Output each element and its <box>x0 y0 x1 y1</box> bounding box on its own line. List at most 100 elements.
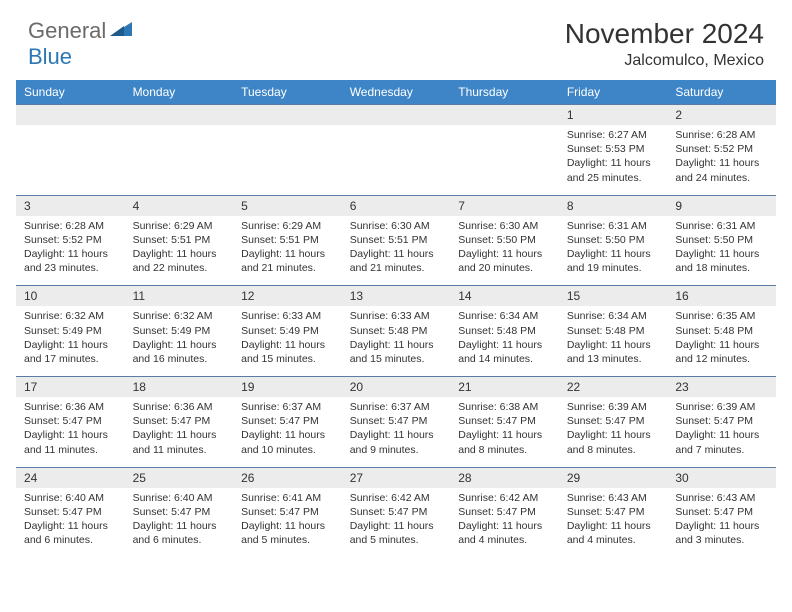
day-cell: Sunrise: 6:30 AMSunset: 5:50 PMDaylight:… <box>450 216 559 286</box>
day-cell: Sunrise: 6:36 AMSunset: 5:47 PMDaylight:… <box>16 397 125 467</box>
sunrise-text: Sunrise: 6:39 AM <box>675 400 768 414</box>
sunrise-text: Sunrise: 6:32 AM <box>133 309 226 323</box>
day-number: 8 <box>559 195 668 216</box>
sunset-text: Sunset: 5:47 PM <box>567 505 660 519</box>
daylight-text: Daylight: 11 hours and 18 minutes. <box>675 247 768 275</box>
day-number <box>125 105 234 126</box>
sunrise-text: Sunrise: 6:36 AM <box>133 400 226 414</box>
daylight-text: Daylight: 11 hours and 15 minutes. <box>350 338 443 366</box>
day-number: 11 <box>125 286 234 307</box>
day-cell <box>450 125 559 195</box>
daylight-text: Daylight: 11 hours and 9 minutes. <box>350 428 443 456</box>
brand-triangle-icon <box>110 20 132 43</box>
sunrise-text: Sunrise: 6:34 AM <box>567 309 660 323</box>
day-number <box>233 105 342 126</box>
sunrise-text: Sunrise: 6:32 AM <box>24 309 117 323</box>
daylight-text: Daylight: 11 hours and 5 minutes. <box>350 519 443 547</box>
day-number: 24 <box>16 467 125 488</box>
daylight-text: Daylight: 11 hours and 19 minutes. <box>567 247 660 275</box>
sunset-text: Sunset: 5:47 PM <box>675 505 768 519</box>
day-number: 17 <box>16 377 125 398</box>
page-header: General November 2024 Jalcomulco, Mexico <box>0 0 792 80</box>
day-number: 28 <box>450 467 559 488</box>
daylight-text: Daylight: 11 hours and 4 minutes. <box>567 519 660 547</box>
sunset-text: Sunset: 5:47 PM <box>567 414 660 428</box>
weekday-header: Wednesday <box>342 80 451 105</box>
day-cell: Sunrise: 6:40 AMSunset: 5:47 PMDaylight:… <box>16 488 125 558</box>
weekday-header: Sunday <box>16 80 125 105</box>
daynum-row: 10111213141516 <box>16 286 776 307</box>
day-cell: Sunrise: 6:41 AMSunset: 5:47 PMDaylight:… <box>233 488 342 558</box>
day-number <box>450 105 559 126</box>
sunset-text: Sunset: 5:47 PM <box>675 414 768 428</box>
day-number: 21 <box>450 377 559 398</box>
location-label: Jalcomulco, Mexico <box>565 52 764 70</box>
day-number: 6 <box>342 195 451 216</box>
sunset-text: Sunset: 5:52 PM <box>24 233 117 247</box>
day-cell: Sunrise: 6:39 AMSunset: 5:47 PMDaylight:… <box>559 397 668 467</box>
day-cell: Sunrise: 6:42 AMSunset: 5:47 PMDaylight:… <box>450 488 559 558</box>
sunset-text: Sunset: 5:51 PM <box>133 233 226 247</box>
detail-row: Sunrise: 6:40 AMSunset: 5:47 PMDaylight:… <box>16 488 776 558</box>
sunset-text: Sunset: 5:48 PM <box>458 324 551 338</box>
sunrise-text: Sunrise: 6:33 AM <box>350 309 443 323</box>
sunset-text: Sunset: 5:53 PM <box>567 142 660 156</box>
day-number: 30 <box>667 467 776 488</box>
weekday-header-row: Sunday Monday Tuesday Wednesday Thursday… <box>16 80 776 105</box>
day-number: 15 <box>559 286 668 307</box>
calendar-table: Sunday Monday Tuesday Wednesday Thursday… <box>16 80 776 557</box>
day-number: 25 <box>125 467 234 488</box>
sunrise-text: Sunrise: 6:33 AM <box>241 309 334 323</box>
sunset-text: Sunset: 5:50 PM <box>675 233 768 247</box>
sunrise-text: Sunrise: 6:35 AM <box>675 309 768 323</box>
day-cell: Sunrise: 6:28 AMSunset: 5:52 PMDaylight:… <box>667 125 776 195</box>
day-cell: Sunrise: 6:38 AMSunset: 5:47 PMDaylight:… <box>450 397 559 467</box>
sunrise-text: Sunrise: 6:40 AM <box>133 491 226 505</box>
sunset-text: Sunset: 5:47 PM <box>458 414 551 428</box>
day-number: 14 <box>450 286 559 307</box>
sunrise-text: Sunrise: 6:30 AM <box>458 219 551 233</box>
day-number: 22 <box>559 377 668 398</box>
day-cell: Sunrise: 6:34 AMSunset: 5:48 PMDaylight:… <box>559 306 668 376</box>
sunrise-text: Sunrise: 6:39 AM <box>567 400 660 414</box>
sunset-text: Sunset: 5:52 PM <box>675 142 768 156</box>
daylight-text: Daylight: 11 hours and 6 minutes. <box>133 519 226 547</box>
day-cell: Sunrise: 6:37 AMSunset: 5:47 PMDaylight:… <box>233 397 342 467</box>
brand-text-general: General <box>28 18 106 44</box>
day-cell: Sunrise: 6:33 AMSunset: 5:49 PMDaylight:… <box>233 306 342 376</box>
daylight-text: Daylight: 11 hours and 8 minutes. <box>458 428 551 456</box>
sunrise-text: Sunrise: 6:29 AM <box>241 219 334 233</box>
sunset-text: Sunset: 5:51 PM <box>350 233 443 247</box>
day-number: 13 <box>342 286 451 307</box>
daynum-row: 1 2 <box>16 105 776 126</box>
daylight-text: Daylight: 11 hours and 21 minutes. <box>241 247 334 275</box>
brand-logo: General <box>28 18 134 44</box>
sunset-text: Sunset: 5:51 PM <box>241 233 334 247</box>
day-cell: Sunrise: 6:35 AMSunset: 5:48 PMDaylight:… <box>667 306 776 376</box>
sunrise-text: Sunrise: 6:31 AM <box>675 219 768 233</box>
day-number: 2 <box>667 105 776 126</box>
day-number: 7 <box>450 195 559 216</box>
daylight-text: Daylight: 11 hours and 6 minutes. <box>24 519 117 547</box>
month-title: November 2024 <box>565 18 764 50</box>
brand-text-blue-wrap: Blue <box>28 44 72 70</box>
detail-row: Sunrise: 6:36 AMSunset: 5:47 PMDaylight:… <box>16 397 776 467</box>
sunset-text: Sunset: 5:48 PM <box>675 324 768 338</box>
sunset-text: Sunset: 5:48 PM <box>567 324 660 338</box>
daylight-text: Daylight: 11 hours and 22 minutes. <box>133 247 226 275</box>
day-cell: Sunrise: 6:42 AMSunset: 5:47 PMDaylight:… <box>342 488 451 558</box>
day-number: 27 <box>342 467 451 488</box>
day-number: 20 <box>342 377 451 398</box>
daynum-row: 24252627282930 <box>16 467 776 488</box>
sunrise-text: Sunrise: 6:43 AM <box>567 491 660 505</box>
day-number: 12 <box>233 286 342 307</box>
sunrise-text: Sunrise: 6:28 AM <box>675 128 768 142</box>
day-number: 1 <box>559 105 668 126</box>
day-number: 23 <box>667 377 776 398</box>
sunset-text: Sunset: 5:47 PM <box>350 505 443 519</box>
day-cell: Sunrise: 6:33 AMSunset: 5:48 PMDaylight:… <box>342 306 451 376</box>
daylight-text: Daylight: 11 hours and 11 minutes. <box>133 428 226 456</box>
daylight-text: Daylight: 11 hours and 3 minutes. <box>675 519 768 547</box>
sunrise-text: Sunrise: 6:42 AM <box>458 491 551 505</box>
daylight-text: Daylight: 11 hours and 7 minutes. <box>675 428 768 456</box>
